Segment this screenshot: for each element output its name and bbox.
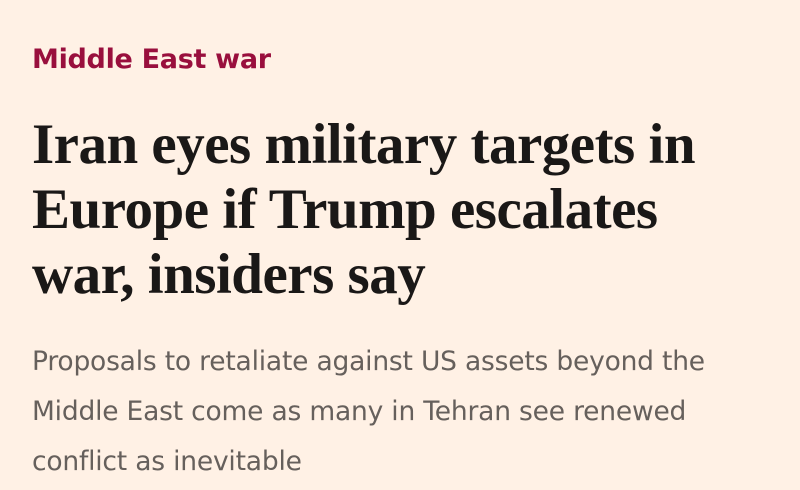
standfirst-line: Proposals to retaliate against US assets… (32, 346, 705, 377)
standfirst-line: conflict as inevitable (32, 446, 302, 477)
topic-link[interactable]: Middle East war (32, 44, 271, 75)
headline: Iran eyes military targets in Europe if … (32, 112, 696, 307)
standfirst: Proposals to retaliate against US assets… (32, 337, 705, 487)
headline-line: Iran eyes military targets in (32, 113, 696, 176)
headline-line: Europe if Trump escalates (32, 178, 658, 241)
standfirst-line: Middle East come as many in Tehran see r… (32, 396, 687, 427)
headline-line: war, insiders say (32, 243, 426, 306)
